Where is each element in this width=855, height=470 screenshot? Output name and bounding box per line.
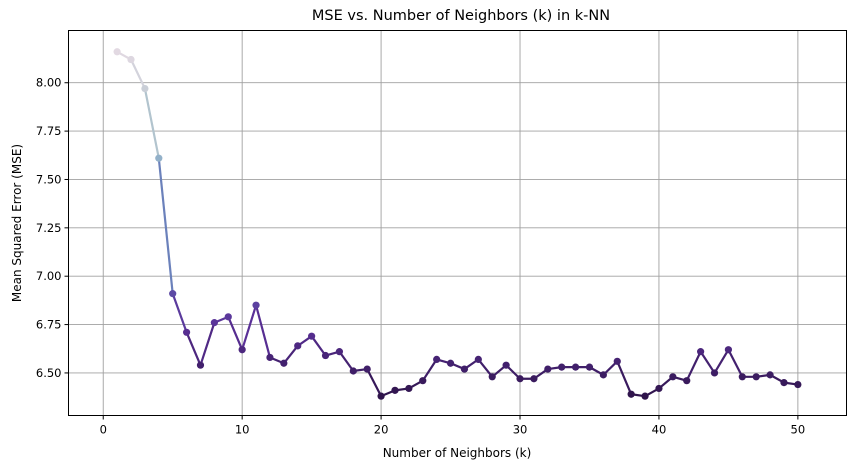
data-point <box>585 363 594 371</box>
x-tick-label: 50 <box>791 423 806 437</box>
data-point <box>196 361 205 369</box>
x-tick-label: 30 <box>513 423 528 437</box>
line-segment <box>185 331 202 367</box>
data-point <box>155 154 163 162</box>
data-point <box>446 359 455 367</box>
chart-title: MSE vs. Number of Neighbors (k) in k-NN <box>312 8 610 24</box>
plot-frame <box>68 30 847 416</box>
data-point <box>571 363 580 371</box>
y-axis-label: Mean Squared Error (MSE) <box>10 144 24 302</box>
line-segment <box>699 350 716 375</box>
data-point <box>419 377 427 385</box>
x-tick-label: 40 <box>652 423 667 437</box>
line-segment <box>129 58 147 90</box>
data-point <box>474 355 482 363</box>
data-point <box>113 48 121 56</box>
y-tick-label: 7.00 <box>36 269 62 283</box>
y-tick-label: 7.75 <box>36 124 62 138</box>
data-point <box>391 386 399 394</box>
data-point <box>460 365 469 373</box>
line-segment <box>227 315 244 351</box>
grid <box>68 30 847 416</box>
y-tick-label: 6.75 <box>36 318 62 332</box>
data-point <box>766 371 774 379</box>
data-point <box>669 373 677 381</box>
data-point <box>738 373 746 381</box>
data-point <box>683 377 691 385</box>
line-segment <box>713 348 730 375</box>
y-tick-label: 7.25 <box>36 221 62 235</box>
data-point <box>780 379 788 387</box>
data-point <box>294 342 302 350</box>
data-point <box>252 301 260 309</box>
data-point <box>558 363 566 371</box>
data-point <box>321 351 330 360</box>
data-point <box>599 371 607 379</box>
x-axis-label: Number of Neighbors (k) <box>383 446 532 460</box>
data-point <box>363 365 371 373</box>
line-segment <box>241 304 258 351</box>
line-segment <box>254 304 272 359</box>
line-segment <box>477 358 494 378</box>
data-point <box>210 319 218 327</box>
data-point <box>224 313 232 321</box>
data-point <box>488 373 496 381</box>
data-point <box>349 367 357 375</box>
data-point <box>433 355 441 363</box>
y-tick-label: 8.00 <box>36 76 62 90</box>
data-point <box>377 392 385 400</box>
data-point <box>697 348 705 356</box>
line-segment <box>616 360 633 396</box>
x-tick-label: 20 <box>374 423 389 437</box>
line-segment <box>366 367 383 398</box>
y-tick-label: 7.50 <box>36 172 62 186</box>
x-tick-label: 10 <box>235 423 250 437</box>
y-tick-label: 6.50 <box>36 366 62 380</box>
line-segment <box>310 335 327 357</box>
data-point <box>266 353 274 362</box>
data-point <box>544 365 552 373</box>
data-point <box>627 390 635 398</box>
line-segment <box>338 350 355 373</box>
line-segment <box>171 292 188 334</box>
line-segment <box>421 358 438 382</box>
line-segment <box>157 157 174 295</box>
data-point <box>502 361 510 369</box>
x-tick-label: 0 <box>100 423 107 437</box>
line-segment <box>199 321 216 367</box>
data-point <box>169 290 177 298</box>
data-point <box>530 375 538 383</box>
line-segment <box>727 348 744 378</box>
line-segment <box>685 350 702 382</box>
data-point <box>238 346 246 354</box>
data-point <box>280 359 288 367</box>
data-point <box>794 380 802 389</box>
line-segment <box>282 344 299 365</box>
data-point <box>613 357 621 365</box>
data-point <box>516 375 524 383</box>
axes: 0 10 20 30 40 50 6.50 6.75 7.00 7.25 7.50 7.75 8.00 <box>36 76 805 437</box>
data-point <box>141 84 149 93</box>
data-point <box>335 348 344 356</box>
data-point <box>710 369 719 377</box>
data-point <box>641 392 649 400</box>
data-point <box>308 332 316 340</box>
series-mse <box>113 48 802 400</box>
data-point <box>752 373 760 381</box>
data-point <box>182 328 191 336</box>
line-segment <box>143 87 160 160</box>
data-point <box>405 384 413 393</box>
data-point <box>655 384 663 393</box>
data-point <box>127 55 135 64</box>
data-point <box>724 346 733 354</box>
